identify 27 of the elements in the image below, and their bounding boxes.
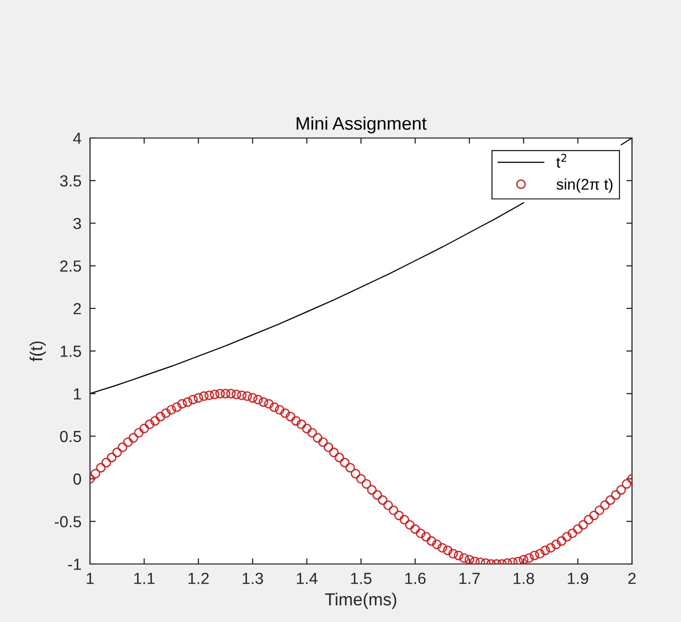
- x-tick-label: 1.8: [514, 572, 534, 584]
- y-tick-label: -0.5: [54, 516, 81, 528]
- x-tick-label: 1.2: [188, 572, 209, 584]
- y-tick-label: 3: [73, 218, 81, 230]
- x-tick-label: 1.4: [296, 572, 318, 584]
- chart-title: Mini Assignment: [296, 116, 427, 134]
- x-tick-label: 2: [628, 572, 636, 584]
- x-tick-label: 1.6: [405, 572, 426, 584]
- legend-label: sin(2π t): [556, 178, 612, 193]
- y-axis-title: f(t): [30, 341, 46, 362]
- x-tick-label: 1.9: [568, 572, 588, 584]
- x-axis-title: Time(ms): [325, 592, 396, 609]
- x-tick-label: 1.7: [460, 572, 480, 584]
- y-tick-label: -1: [68, 558, 81, 570]
- x-tick-label: 1.3: [242, 572, 263, 584]
- y-tick-label: 2.5: [60, 260, 81, 272]
- legend-label: t$^{2}$: [556, 154, 566, 168]
- y-tick-label: 1: [74, 388, 81, 400]
- x-tick-label: 1.1: [134, 572, 155, 584]
- x-tick-label: 1: [86, 572, 94, 584]
- y-tick-label: 1.5: [60, 346, 81, 357]
- y-tick-label: 0.5: [60, 430, 81, 442]
- y-tick-label: 3.5: [60, 175, 81, 187]
- y-tick-label: 0: [73, 473, 82, 485]
- x-tick-label: 1.5: [351, 572, 372, 584]
- y-tick-label: 4: [73, 132, 82, 144]
- y-tick-label: 2: [74, 303, 81, 314]
